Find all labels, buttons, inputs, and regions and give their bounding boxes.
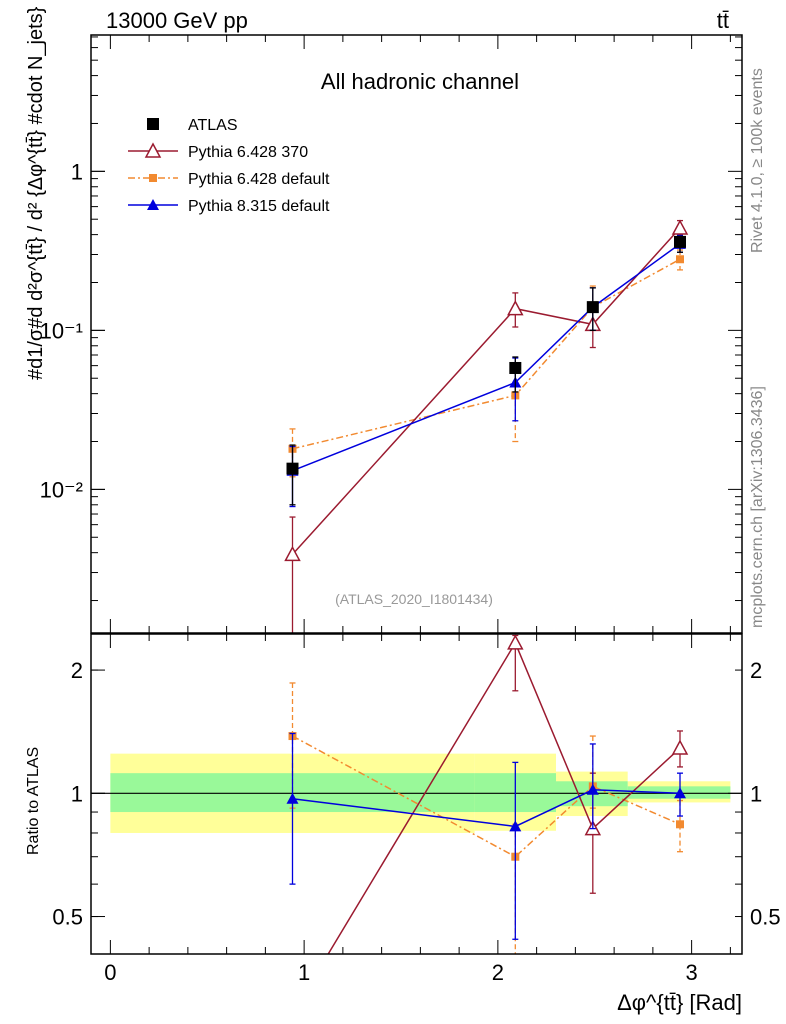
series-line-pythia-8-315-default: [292, 243, 681, 472]
rivet-note: Rivet 4.1.0, ≥ 100k events: [749, 68, 766, 253]
data-point-pythia-6-428-370: [671, 739, 689, 755]
plot-area: [284, 219, 689, 633]
process-label: tt̄: [717, 8, 729, 33]
y-tick-label: 0.5: [52, 905, 83, 930]
main-plot-content: [284, 219, 689, 633]
main-axes: 10⁻² 10⁻¹ 1: [40, 35, 742, 633]
data-point-atlas: [674, 235, 686, 248]
series-line-pythia-6-428-default: [292, 258, 681, 450]
data-point-pythia-6-428-370: [286, 1006, 300, 1019]
y-axis-label: #d1/σ#d d²σ^{tt̄} / d² {Δφ^{tt̄} #cdot N…: [25, 0, 47, 380]
data-point-atlas: [286, 462, 299, 475]
data-point-atlas: [509, 361, 522, 374]
data-point-pythia-6-428-370: [284, 545, 301, 562]
x-axis-label: Δφ^{tt̄} [Rad]: [617, 990, 742, 1015]
data-point-pythia-8-315-default: [286, 792, 299, 804]
legend: ATLAS Pythia 6.428 370 Pythia 6.428 defaul…: [128, 117, 330, 215]
data-point-pythia-6-428-370: [507, 300, 524, 316]
plot-title: All hadronic channel: [321, 69, 519, 94]
data-point-pythia-6-428-370: [507, 634, 524, 650]
legend-marker-pythia-6-428-default: [149, 174, 157, 182]
y-tick-label: 10⁻¹: [40, 318, 83, 343]
x-tick-label: 1: [298, 960, 310, 985]
y-tick-label-right: 1: [750, 781, 762, 806]
series-line-pythia-8-315-default: [292, 789, 681, 828]
legend-label-pythia-8-315-default: Pythia 8.315 default: [188, 198, 330, 215]
data-point-pythia-6-428-default: [676, 255, 684, 264]
legend-marker-pythia-8-315-default: [147, 199, 159, 210]
analysis-tag: (ATLAS_2020_I1801434): [335, 591, 493, 607]
data-point-pythia-6-428-370: [671, 219, 689, 235]
legend-label-atlas: ATLAS: [188, 117, 238, 134]
main-plot-frame: [90, 34, 743, 634]
series-line-pythia-6-428-default: [292, 735, 681, 858]
legend-label-pythia-6-428-370: Pythia 6.428 370: [188, 144, 308, 161]
data-point-atlas: [586, 301, 599, 314]
main-plot-panel: 10⁻² 10⁻¹ 1 All hadronic channel (ATLAS_20…: [25, 0, 743, 634]
ratio-plot-content: [91, 634, 742, 1019]
legend-marker-pythia-6-428-370: [144, 142, 162, 158]
y-tick-label-right: 2: [750, 658, 762, 683]
plot-area: [91, 634, 742, 1019]
y-tick-label: 1: [71, 781, 83, 806]
y-tick-label-right: 0.5: [750, 905, 781, 930]
x-tick-label: 3: [686, 960, 698, 985]
ratio-y-axis-label: Ratio to ATLAS: [25, 747, 42, 855]
x-tick-label: 0: [104, 960, 116, 985]
y-tick-label: 10⁻²: [40, 477, 83, 502]
y-tick-label: 1: [71, 159, 83, 184]
ratio-plot-frame: [90, 633, 743, 955]
ratio-axes: 0.5 0.5 1 1 2 2 0 1 2 3: [52, 634, 781, 985]
legend-marker-atlas: [147, 118, 159, 130]
legend-label-pythia-6-428-default: Pythia 6.428 default: [188, 171, 330, 188]
mcplots-note: mcplots.cern.ch [arXiv:1306.3436]: [749, 386, 766, 628]
data-point-pythia-8-315-default: [586, 783, 599, 795]
energy-label: 13000 GeV pp: [106, 8, 248, 33]
data-point-pythia-6-428-default: [676, 820, 684, 829]
data-point-pythia-8-315-default: [674, 787, 686, 799]
series-line-pythia-6-428-370: [291, 227, 681, 555]
series-line-pythia-6-428-370: [327, 641, 681, 954]
y-tick-label: 2: [71, 658, 83, 683]
x-tick-label: 2: [492, 960, 504, 985]
data-point-pythia-8-315-default: [509, 820, 522, 832]
ratio-plot-panel: 0.5 0.5 1 1 2 2 0 1 2 3 Ratio to ATLAS Δφ^{tt̄} […: [25, 633, 781, 1019]
